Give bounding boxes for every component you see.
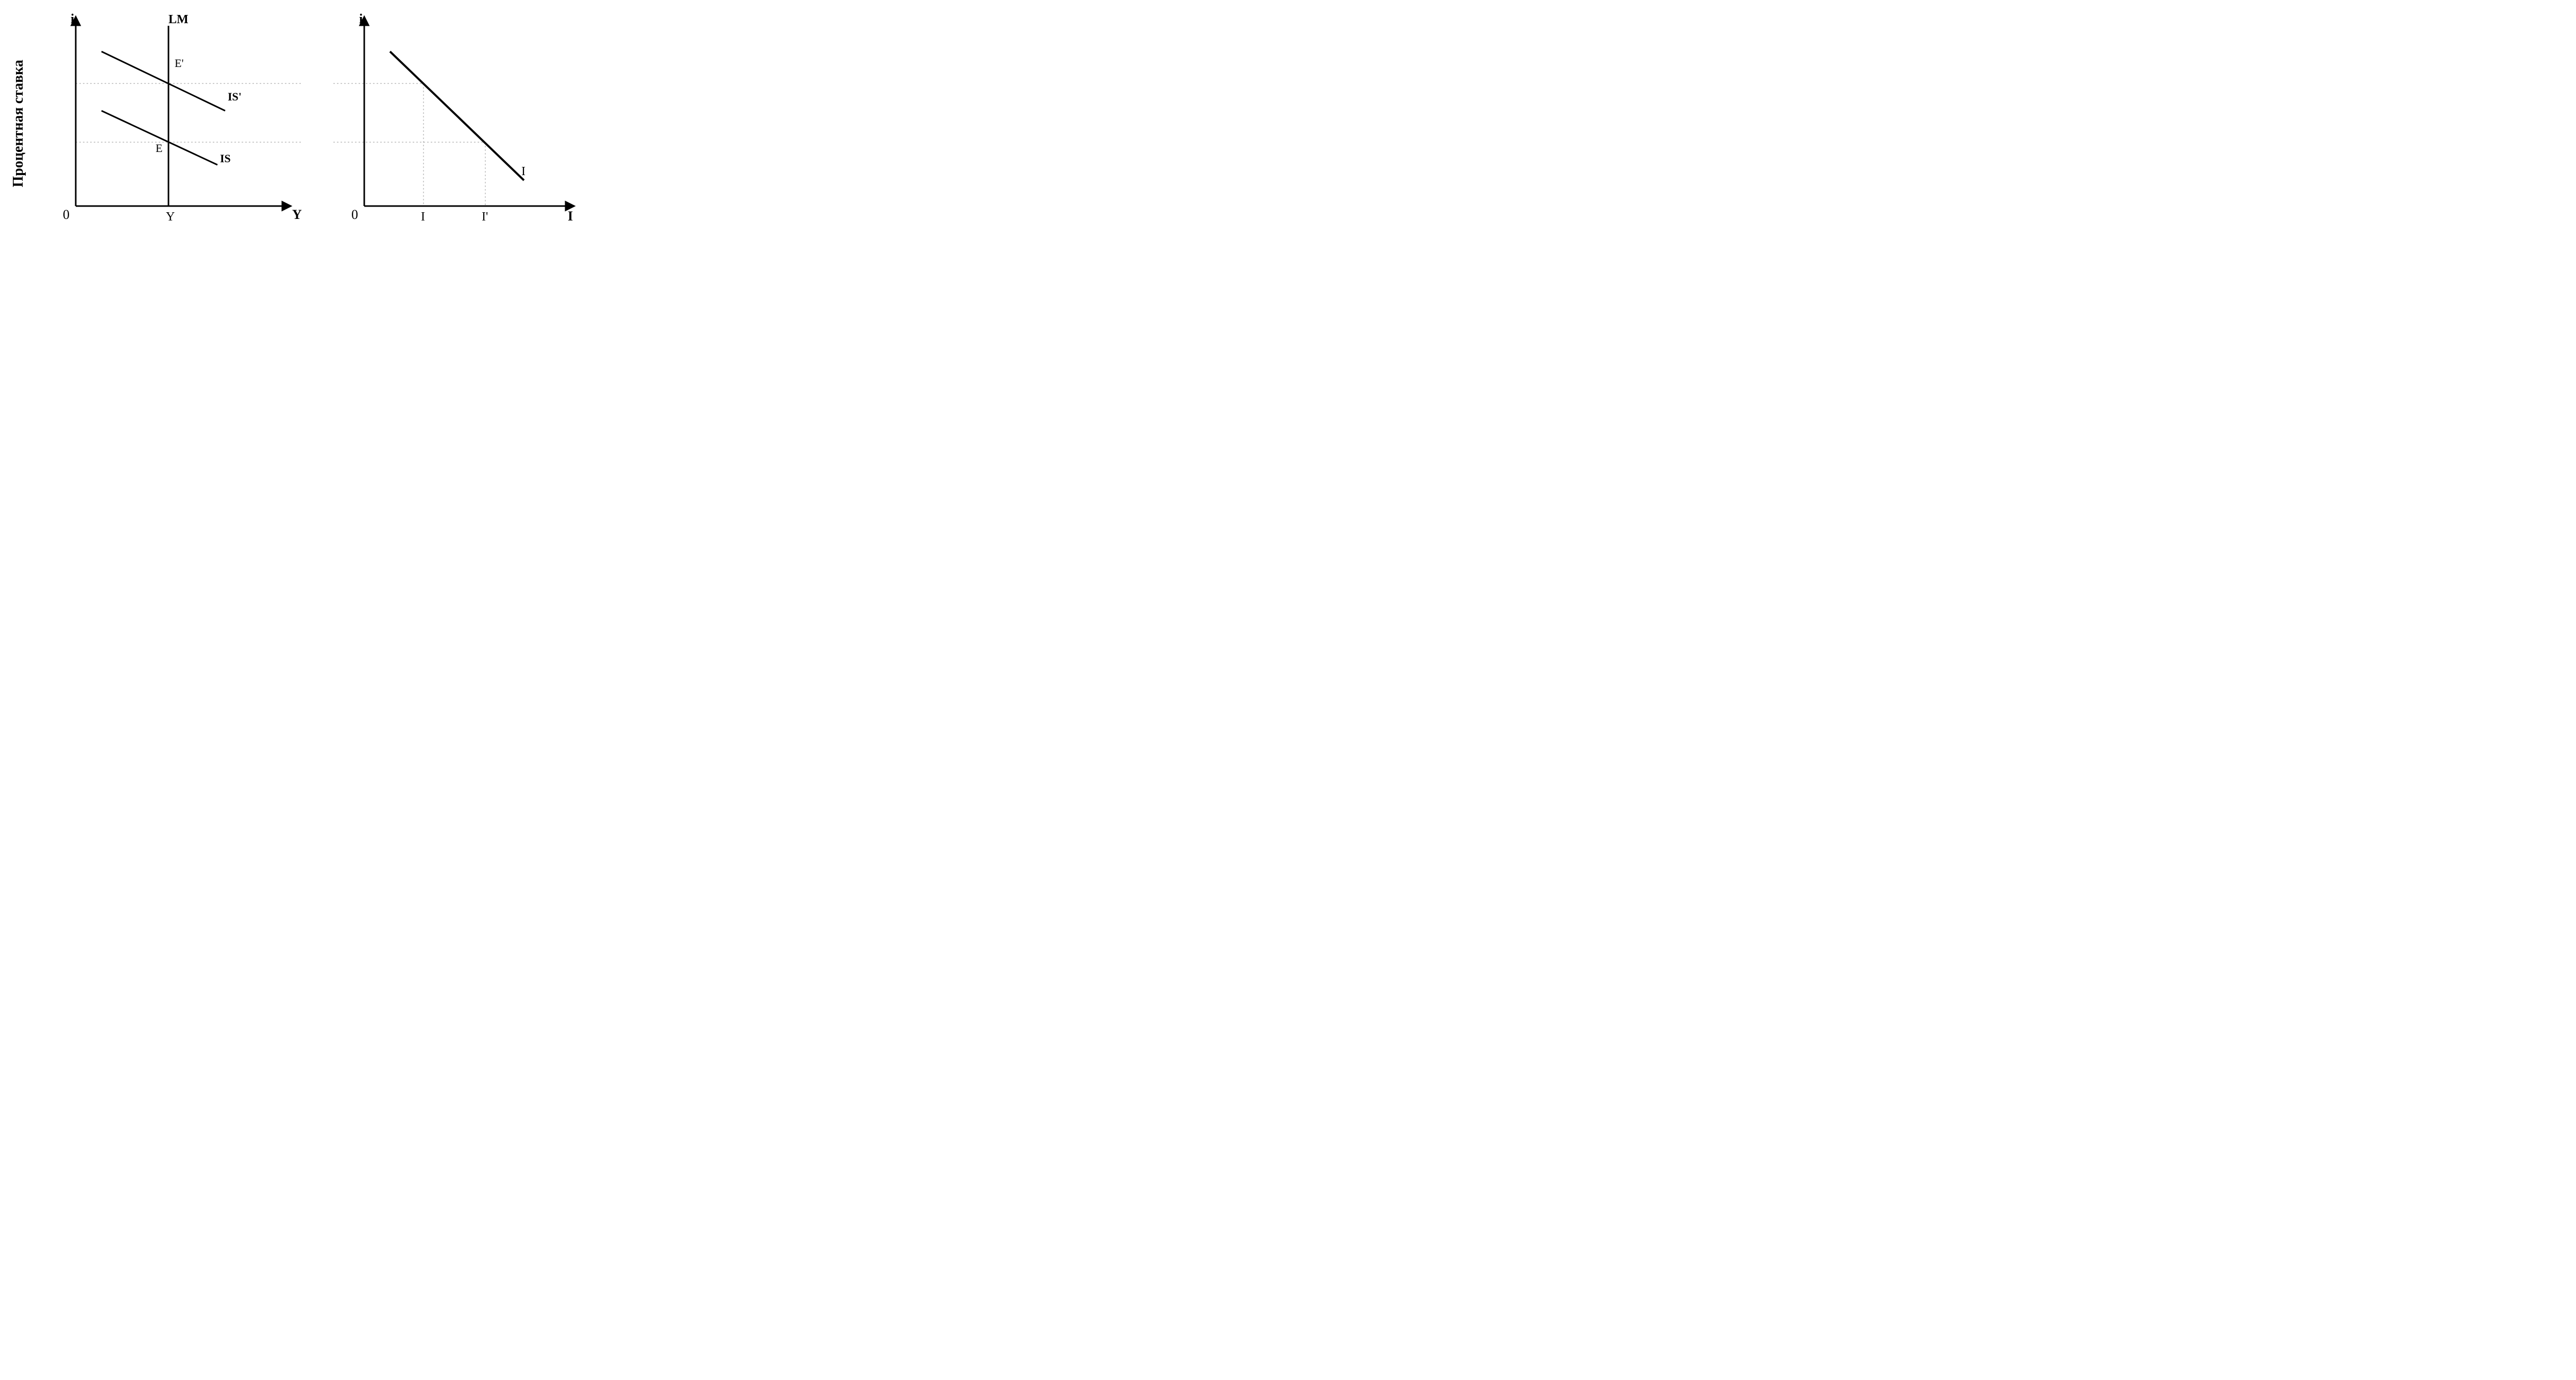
y-axis-shared-label: Процентная ставка [10, 60, 27, 187]
point-E: E [156, 142, 162, 155]
investment-curve-label: I [521, 165, 526, 178]
lm-label: LM [168, 13, 189, 26]
origin-label: 0 [63, 207, 70, 222]
left-guide-lines [76, 83, 302, 142]
right-axes [364, 21, 570, 206]
y-axis-label: i [71, 11, 74, 26]
left-labels: IS' IS i Y 0 LM Y E' E [63, 11, 302, 224]
investment-chart: Ii I 0 I I' [333, 10, 581, 237]
x-tick-Y: Y [166, 210, 175, 224]
right-guide-lines [333, 83, 485, 206]
tick-I': I' [482, 210, 488, 224]
is-lm-chart: IS' IS i Y 0 LM Y E' E [35, 10, 302, 237]
y-axis-label: i [359, 11, 363, 26]
right-curves [390, 52, 524, 180]
figure-container: Процентная ставка IS' IS i Y 0 LM Y E' E [10, 10, 2566, 237]
label-IS': IS' [228, 90, 242, 103]
point-E': E' [175, 57, 183, 70]
curve-IS [101, 111, 217, 165]
label-IS: IS [220, 152, 231, 165]
tick-I: I [421, 210, 425, 224]
curve-IS' [101, 52, 225, 111]
investment-curve [390, 52, 524, 180]
left-curves [101, 26, 225, 206]
charts-row: IS' IS i Y 0 LM Y E' E Ii I 0 I I' [35, 10, 581, 237]
origin-label: 0 [351, 207, 358, 222]
x-axis-label: I [568, 209, 573, 224]
right-labels: Ii I 0 I I' [351, 11, 573, 224]
x-axis-label: Y [292, 207, 302, 222]
